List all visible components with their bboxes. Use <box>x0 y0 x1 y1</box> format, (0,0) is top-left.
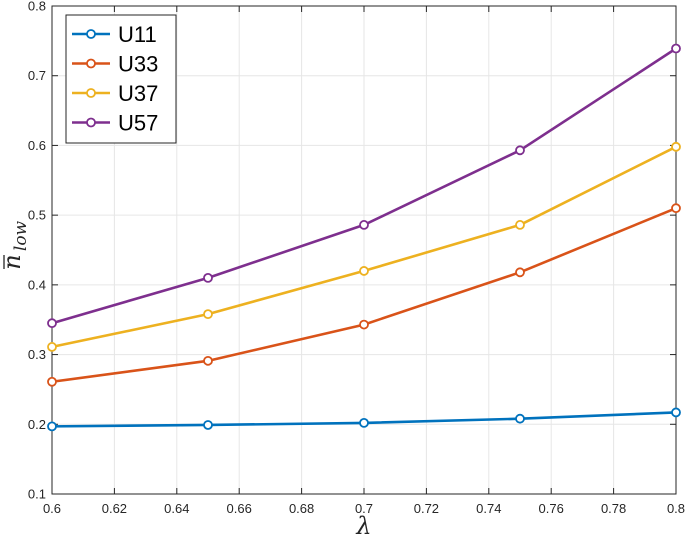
data-point <box>359 417 369 428</box>
x-tick-label: 0.8 <box>667 501 685 516</box>
legend-entry-u33: U33 <box>72 52 158 77</box>
data-point <box>47 318 57 329</box>
y-tick-label: 0.6 <box>28 138 46 153</box>
y-tick-label: 0.1 <box>28 487 46 502</box>
data-point <box>47 342 57 352</box>
legend-label: U33 <box>118 52 158 77</box>
data-point <box>515 145 525 156</box>
data-point <box>203 309 213 320</box>
data-point <box>203 272 213 283</box>
data-point <box>671 141 681 152</box>
x-tick-label: 0.78 <box>601 501 626 516</box>
legend-swatch-marker <box>86 88 96 98</box>
x-tick-label: 0.64 <box>164 501 189 516</box>
data-point <box>359 319 369 330</box>
x-tick-label: 0.68 <box>289 501 314 516</box>
series-u11 <box>47 407 681 432</box>
y-tick-label: 0.4 <box>28 277 46 292</box>
series-u33 <box>47 203 681 387</box>
data-point <box>671 43 681 54</box>
x-tick-label: 0.72 <box>414 501 439 516</box>
legend-label: U57 <box>118 111 158 136</box>
series-lines <box>47 43 681 432</box>
data-point <box>47 421 57 432</box>
y-tick-label: 0.7 <box>28 68 46 83</box>
legend-entry-u57: U57 <box>72 111 158 136</box>
y-tick-label: 0.8 <box>28 0 46 14</box>
y-tick-label: 0.2 <box>28 417 46 432</box>
x-tick-label: 0.6 <box>43 501 61 516</box>
x-tick-label: 0.7 <box>355 501 373 516</box>
data-point <box>203 420 213 430</box>
legend-label: U11 <box>118 22 157 47</box>
x-tick-label: 0.76 <box>539 501 564 516</box>
y-axis-label-symbol: n <box>0 254 26 269</box>
legend: U11 U33 U37 U57 <box>65 14 177 144</box>
data-point <box>203 355 213 366</box>
x-tick-label: 0.74 <box>476 501 501 516</box>
x-axis-label: λ <box>355 512 371 540</box>
data-point <box>359 266 369 276</box>
y-axis-label-subscript: low <box>11 220 31 251</box>
y-tick-label: 0.3 <box>28 347 46 362</box>
x-tick-label: 0.62 <box>102 501 127 516</box>
axis-ticks: 0.6 0.62 0.64 0.66 0.68 0.7 0.72 0.74 0.76 0.78 0.… <box>28 0 685 516</box>
legend-label: U37 <box>118 81 158 106</box>
y-tick-label: 0.5 <box>28 208 46 223</box>
data-point <box>671 203 681 214</box>
series-u37 <box>47 141 681 352</box>
data-point <box>671 407 681 418</box>
data-point <box>515 220 525 230</box>
y-axis-label: n low <box>0 220 31 269</box>
legend-entry-u37: U37 <box>72 81 158 106</box>
legend-swatch-marker <box>86 117 96 128</box>
series-u57 <box>47 43 681 329</box>
data-point <box>359 220 369 230</box>
data-point <box>47 376 57 387</box>
legend-swatch-marker <box>86 58 96 69</box>
axis-labels: λ n low <box>0 220 372 540</box>
data-point <box>515 267 525 278</box>
x-tick-label: 0.66 <box>227 501 252 516</box>
legend-entry-u11: U11 <box>72 22 157 47</box>
data-point <box>515 413 525 424</box>
legend-swatch-marker <box>86 29 96 39</box>
